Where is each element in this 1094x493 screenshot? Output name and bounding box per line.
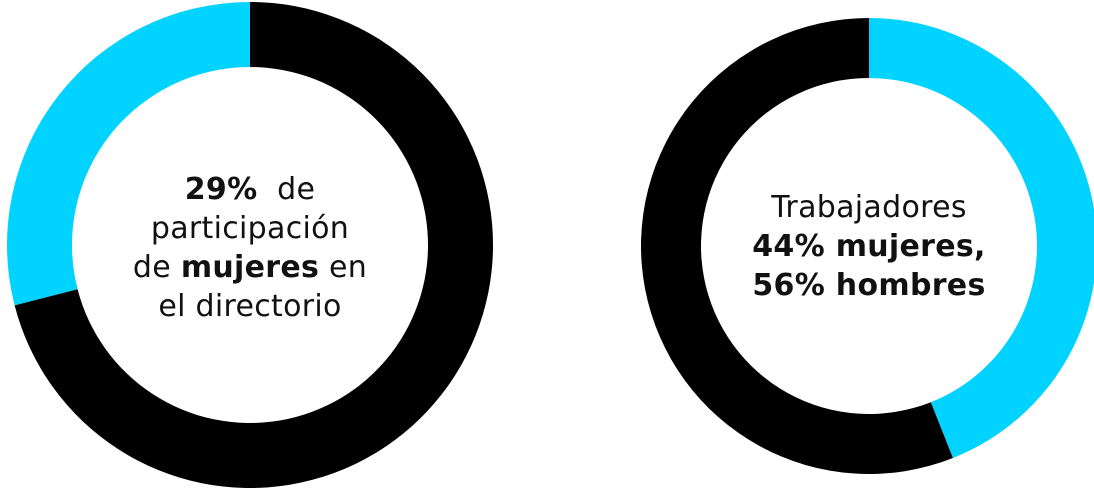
label-line-4: el directorio [158,288,342,324]
trabajadores-slice-1 [641,18,953,474]
label-line-3: de mujeres en [133,248,367,287]
label-women-share: 44% mujeres, [752,228,986,264]
donut-chart-trabajadores: Trabajadores 44% mujeres, 56% hombres [634,18,1094,474]
donut-svg-trabajadores [641,18,1094,474]
label-line-1: 29% de [185,170,316,209]
label-line-3-post: en [329,249,368,285]
trabajadores-slice-0 [869,18,1094,458]
donut-chart-directorio: 29% de participación de mujeres en el di… [6,0,494,493]
label-line-2: participación [150,210,350,246]
label-line-3-pre: de [132,249,171,285]
directorio-slice-0 [6,2,251,306]
label-men-share: 56% hombres [752,267,986,303]
donut-svg-directorio [6,2,494,488]
donut-center-label-directorio: 29% de participación de mujeres en el di… [8,0,492,493]
donut-center-label-trabajadores: Trabajadores 44% mujeres, 56% hombres [634,18,1094,478]
label-line-3-bold: mujeres [180,249,320,285]
label-line-1-text: de [277,171,316,207]
label-title: Trabajadores [771,189,967,225]
women-percentage-value: 29% [184,171,258,207]
